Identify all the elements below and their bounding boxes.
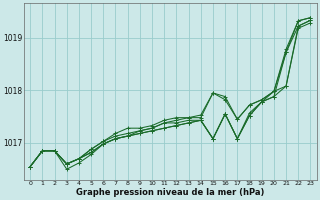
X-axis label: Graphe pression niveau de la mer (hPa): Graphe pression niveau de la mer (hPa) [76, 188, 265, 197]
